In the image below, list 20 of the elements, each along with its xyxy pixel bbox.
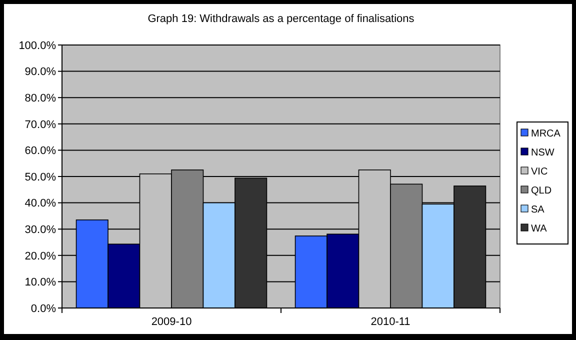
legend-label: NSW	[531, 148, 555, 158]
legend-label: VIC	[531, 166, 548, 178]
y-tick-label: 50.0%	[24, 171, 56, 184]
y-tick-label: 30.0%	[24, 224, 56, 236]
legend-label: QLD	[531, 186, 552, 196]
x-tick-label: 2009-10	[151, 316, 192, 328]
y-tick-label: 10.0%	[24, 276, 56, 289]
y-tick-label: 80.0%	[24, 92, 56, 104]
y-tick-label: 20.0%	[24, 250, 56, 262]
y-tick-label: 100.0%	[18, 40, 56, 52]
y-tick-label: 60.0%	[24, 145, 56, 158]
y-tick-label: 90.0%	[24, 66, 56, 78]
legend-label: WA	[531, 224, 548, 234]
chart-title: Graph 19: Withdrawals as a percentage of finalisations	[148, 13, 415, 25]
x-tick-label: 2010-11	[370, 316, 410, 328]
legend-label: SA	[531, 204, 545, 216]
y-tick-label: 40.0%	[24, 198, 56, 210]
y-tick-label: 70.0%	[24, 118, 56, 131]
legend-label: MRCA	[531, 128, 561, 140]
y-tick-label: 0.0%	[30, 302, 56, 315]
